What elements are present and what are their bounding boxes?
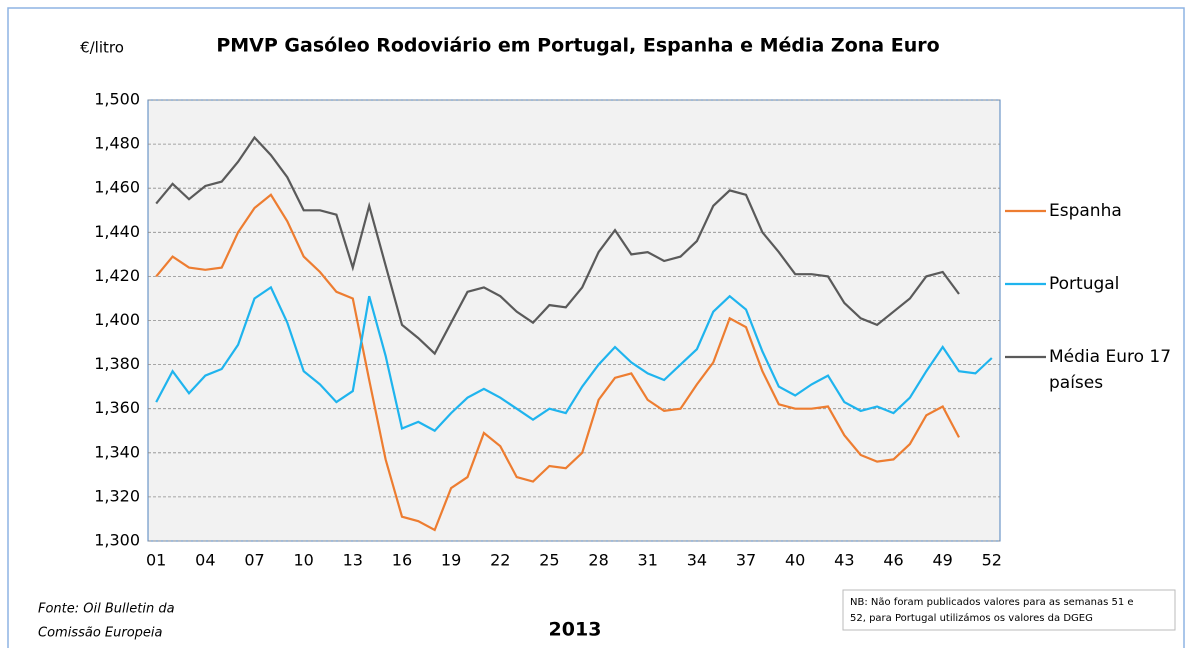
x-tick-label: 13 — [343, 551, 363, 570]
y-tick-label: 1,360 — [94, 398, 140, 417]
x-axis-label: 2013 — [549, 619, 602, 641]
x-tick-label: 22 — [490, 551, 510, 570]
x-tick-label: 25 — [539, 551, 559, 570]
y-axis-label: €/litro — [80, 39, 124, 57]
chart-title: PMVP Gasóleo Rodoviário em Portugal, Esp… — [216, 35, 939, 57]
line — [155, 193, 960, 532]
x-tick-label: 07 — [244, 551, 264, 570]
note-box — [842, 589, 1176, 631]
x-tick-label: 19 — [441, 551, 461, 570]
x-tick-label: 01 — [146, 551, 166, 570]
note: NB: Não foram publicados valores para as… — [850, 597, 1134, 608]
y-tick-label: 1,380 — [94, 354, 140, 373]
x-tick-label: 34 — [687, 551, 707, 570]
x-tick-label: 40 — [785, 551, 805, 570]
source: Comissão Europeia — [38, 626, 163, 641]
x-tick-label: 46 — [883, 551, 903, 570]
x-tick-label: 28 — [588, 551, 608, 570]
y-tick-label: 1,500 — [94, 90, 140, 109]
x-tick-label: 16 — [392, 551, 412, 570]
y-tick-label: 1,300 — [94, 531, 140, 550]
line — [155, 135, 960, 356]
source: Fonte: Oil Bulletin da — [38, 602, 175, 617]
note: 52, para Portugal utilizámos os valores … — [850, 612, 1093, 624]
legend-label: Espanha — [1049, 201, 1122, 221]
x-tick-label: 04 — [195, 551, 215, 570]
y-tick-label: 1,320 — [94, 486, 140, 505]
y-tick-label: 1,400 — [94, 310, 140, 329]
x-tick-label: 31 — [638, 551, 658, 570]
y-tick-label: 1,340 — [94, 442, 140, 461]
x-tick-label: 10 — [293, 551, 313, 570]
x-tick-label: 52 — [982, 551, 1002, 570]
y-tick-label: 1,480 — [94, 134, 140, 153]
x-tick-label: 49 — [932, 551, 952, 570]
legend-label: Portugal — [1049, 274, 1120, 294]
y-tick-label: 1,440 — [94, 222, 140, 241]
legend-label: Média Euro 17 países — [1049, 347, 1172, 393]
y-tick-label: 1,460 — [94, 178, 140, 197]
x-tick-label: 43 — [834, 551, 854, 570]
line — [155, 285, 993, 433]
y-tick-label: 1,420 — [94, 266, 140, 285]
x-tick-label: 37 — [736, 551, 756, 570]
